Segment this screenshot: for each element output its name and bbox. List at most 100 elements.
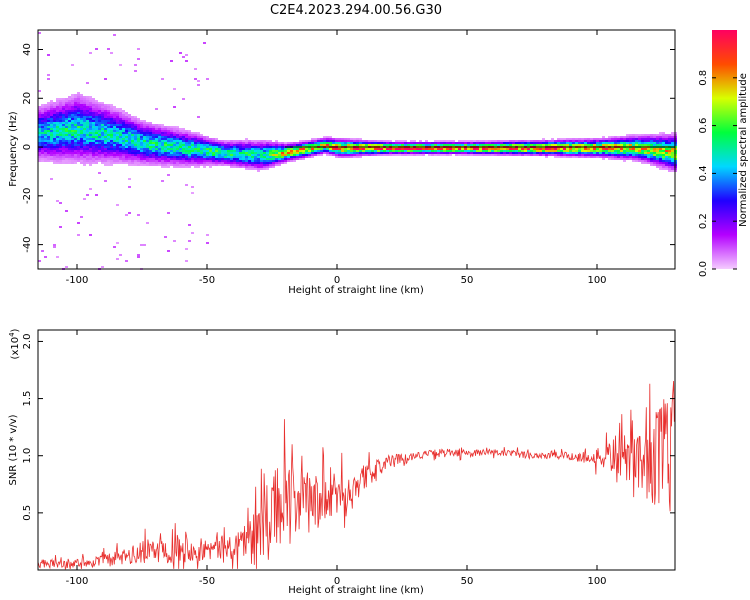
heatmap-cell: [143, 244, 146, 246]
heatmap-cell: [260, 148, 263, 150]
heatmap-cell: [119, 142, 122, 144]
heatmap-cell: [152, 164, 155, 166]
heatmap-cell: [323, 148, 326, 150]
heatmap-cell: [74, 98, 77, 100]
heatmap-cell: [221, 152, 224, 154]
heatmap-cell: [77, 156, 80, 158]
bottom-x-axis-label: Height of straight line (km): [288, 585, 424, 596]
heatmap-cell: [416, 148, 419, 150]
heatmap-cell: [71, 148, 74, 150]
heatmap-cell: [584, 138, 587, 140]
heatmap-cell: [341, 156, 344, 158]
heatmap-cell: [512, 154, 515, 156]
heatmap-cell: [149, 154, 152, 156]
heatmap-cell: [143, 154, 146, 156]
heatmap-cell: [266, 150, 269, 152]
heatmap-cell: [86, 108, 89, 110]
heatmap-cell: [587, 154, 590, 156]
heatmap-cell: [521, 144, 524, 146]
heatmap-cell: [380, 140, 383, 142]
heatmap-cell: [623, 152, 626, 154]
heatmap-cell: [200, 148, 203, 150]
heatmap-cell: [161, 138, 164, 140]
heatmap-cell: [629, 134, 632, 136]
heatmap-cell: [161, 78, 164, 80]
heatmap-cell: [359, 150, 362, 152]
heatmap-cell: [371, 148, 374, 150]
heatmap-cell: [65, 148, 68, 150]
heatmap-cell: [71, 126, 74, 128]
heatmap-cell: [80, 136, 83, 138]
heatmap-cell: [65, 150, 68, 152]
heatmap-cell: [248, 162, 251, 164]
heatmap-cell: [428, 154, 431, 156]
heatmap-cell: [92, 118, 95, 120]
heatmap-cell: [65, 162, 68, 164]
heatmap-cell: [239, 160, 242, 162]
heatmap-cell: [107, 106, 110, 108]
heatmap-cell: [293, 142, 296, 144]
heatmap-cell: [38, 130, 41, 132]
heatmap-cell: [44, 114, 47, 116]
heatmap-cell: [53, 246, 56, 248]
heatmap-cell: [50, 140, 53, 142]
heatmap-cell: [569, 140, 572, 142]
heatmap-cell: [209, 162, 212, 164]
heatmap-cell: [47, 132, 50, 134]
heatmap-cell: [521, 150, 524, 152]
heatmap-cell: [356, 140, 359, 142]
heatmap-cell: [89, 152, 92, 154]
heatmap-cell: [119, 114, 122, 116]
colorbar-gradient: [712, 30, 737, 269]
heatmap-cell: [173, 162, 176, 164]
heatmap-cell: [209, 154, 212, 156]
heatmap-cell: [530, 144, 533, 146]
heatmap-cell: [572, 154, 575, 156]
heatmap-cell: [191, 134, 194, 136]
heatmap-cell: [107, 110, 110, 112]
heatmap-cell: [578, 156, 581, 158]
heatmap-cell: [170, 128, 173, 130]
heatmap-cell: [182, 142, 185, 144]
heatmap-cell: [86, 122, 89, 124]
heatmap-cell: [83, 98, 86, 100]
heatmap-cell: [587, 142, 590, 144]
heatmap-cell: [179, 148, 182, 150]
heatmap-cell: [146, 152, 149, 154]
heatmap-cell: [107, 130, 110, 132]
heatmap-cell: [221, 156, 224, 158]
heatmap-cell: [320, 154, 323, 156]
heatmap-cell: [59, 152, 62, 154]
heatmap-cell: [74, 112, 77, 114]
heatmap-cell: [344, 156, 347, 158]
heatmap-cell: [257, 160, 260, 162]
heatmap-cell: [359, 148, 362, 150]
heatmap-cell: [635, 156, 638, 158]
heatmap-cell: [188, 166, 191, 168]
heatmap-cell: [314, 152, 317, 154]
heatmap-cell: [359, 142, 362, 144]
heatmap-cell: [107, 48, 110, 50]
heatmap-cell: [371, 140, 374, 142]
heatmap-cell: [95, 106, 98, 108]
heatmap-cell: [554, 148, 557, 150]
heatmap-cell: [137, 120, 140, 122]
heatmap-cell: [239, 154, 242, 156]
heatmap-cell: [164, 162, 167, 164]
heatmap-cell: [581, 156, 584, 158]
heatmap-cell: [185, 260, 188, 262]
heatmap-cell: [338, 152, 341, 154]
heatmap-cell: [425, 140, 428, 142]
heatmap-cell: [251, 146, 254, 148]
heatmap-cell: [584, 148, 587, 150]
heatmap-cell: [161, 180, 164, 182]
heatmap-cell: [65, 140, 68, 142]
heatmap-cell: [635, 160, 638, 162]
heatmap-cell: [116, 108, 119, 110]
heatmap-cell: [137, 156, 140, 158]
heatmap-cell: [131, 124, 134, 126]
heatmap-cell: [65, 160, 68, 162]
heatmap-cell: [89, 124, 92, 126]
heatmap-cell: [59, 148, 62, 150]
heatmap-cell: [314, 142, 317, 144]
